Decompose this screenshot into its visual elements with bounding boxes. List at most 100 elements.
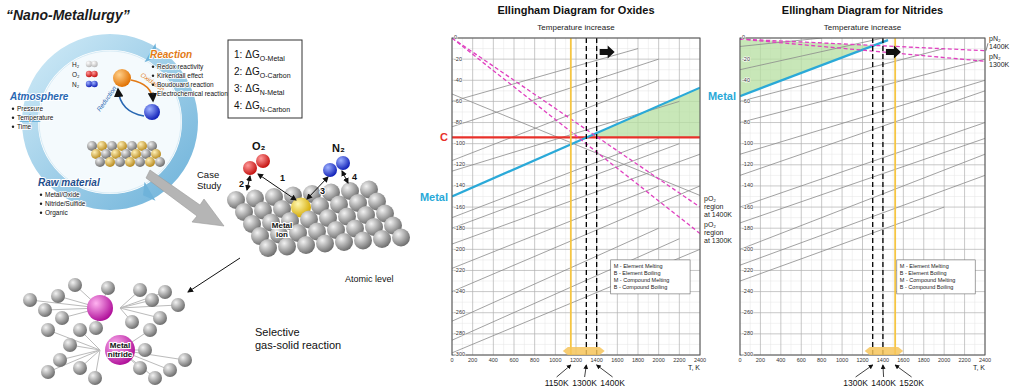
bullet: [152, 84, 154, 86]
cluster-atom: [125, 315, 139, 329]
lattice-atom: [373, 230, 391, 248]
x-tick-label: 400: [776, 357, 785, 363]
y-tick-label: -60: [742, 98, 750, 104]
cluster-atom: [73, 361, 87, 375]
cluster-atom: [148, 371, 162, 385]
series-line: [740, 39, 985, 51]
y-tick-label: -20: [454, 56, 462, 62]
diagram-title: “Nano-Metallurgy”: [6, 7, 130, 23]
gas-atom: [86, 81, 92, 87]
x-tick-label: 2400: [694, 357, 706, 363]
plot-frame: [740, 38, 985, 355]
gas-label: H₂: [72, 61, 80, 68]
grid-line: [452, 333, 700, 334]
text-line: region: [704, 203, 724, 211]
bullet: [152, 75, 154, 77]
surface-atom: [125, 157, 135, 167]
section-item: Kirkendall effect: [157, 72, 203, 79]
temperature-line: [894, 38, 896, 355]
o2-atom: [243, 161, 257, 175]
text-line: ion: [276, 230, 288, 239]
gas-atom: [91, 61, 97, 67]
term-number: 3:: [234, 83, 242, 94]
section-label: Raw material: [38, 177, 100, 188]
bullet: [40, 194, 42, 196]
grid-line: [944, 38, 945, 355]
grid-line: [821, 38, 822, 355]
section-item: Boudouard reaction: [157, 81, 214, 88]
bullet: [12, 108, 14, 110]
bullet: [152, 66, 154, 68]
series-label: C: [440, 131, 448, 143]
metal-nitride-label: Metalnitride: [108, 341, 133, 359]
term-subscript: N-Carbon: [260, 106, 290, 113]
cluster-atom: [53, 353, 67, 367]
note-box: [897, 260, 975, 294]
series-line: [740, 39, 985, 61]
grid-line: [452, 164, 700, 165]
grid-line: [740, 207, 985, 208]
section-item: Metal/Oxide: [45, 191, 80, 198]
grid-line: [452, 228, 700, 229]
x-tick-label: 200: [468, 357, 477, 363]
temperature-label: 1150K: [545, 378, 569, 388]
molecule-label: O₂: [252, 140, 266, 152]
x-tick-label: 1000: [549, 357, 561, 363]
grid-line: [514, 38, 515, 355]
note-text: M - Element Melting: [900, 263, 949, 269]
series-line: [452, 88, 700, 197]
x-tick-label: 1600: [897, 357, 909, 363]
grid-line: [842, 38, 843, 355]
text-line: 1400K: [989, 43, 1010, 50]
cluster-atom: [89, 321, 103, 335]
plot-frame: [452, 38, 700, 355]
path-number: 3: [320, 186, 325, 196]
y-tick-label: -200: [454, 246, 465, 252]
grid-line: [555, 38, 556, 355]
term-box: [228, 40, 302, 118]
label-pointer: [986, 43, 988, 50]
gas-atom: [86, 71, 92, 77]
y-tick-label: 0: [742, 34, 745, 40]
grid-line: [862, 38, 863, 355]
text-line: Metal: [272, 221, 292, 230]
energy-term: 3:ΔGN-Metal: [234, 83, 285, 96]
series-line: [740, 40, 888, 96]
cluster-atom: [178, 353, 192, 367]
cluster-atom: [153, 311, 167, 325]
text-line: Selective: [255, 326, 300, 338]
x-tick-label: 1400: [591, 357, 603, 363]
grid-line: [740, 122, 985, 123]
cluster-atom: [23, 293, 37, 307]
reference-line: [740, 154, 985, 249]
reference-line: [740, 123, 985, 208]
grid-line: [576, 38, 577, 355]
term-symbol: ΔG: [245, 49, 260, 60]
grid-line: [923, 38, 924, 355]
reference-line: [452, 154, 700, 244]
section-item: Pressure: [17, 105, 43, 112]
y-tick-label: -80: [454, 119, 462, 125]
term-subscript: N-Metal: [260, 89, 285, 96]
chart-subtitle: Temperature increase: [537, 23, 615, 32]
x-tick-label: 1200: [856, 357, 868, 363]
grid-line: [452, 80, 700, 81]
cluster-atom: [88, 371, 102, 385]
x-tick-label: 600: [797, 357, 806, 363]
y-tick-label: -240: [454, 288, 465, 294]
series-label: Metal: [708, 90, 736, 102]
text-line: gas-solid reaction: [255, 339, 341, 351]
x-tick-label: 2200: [673, 357, 685, 363]
chart: Ellingham Diagram for OxidesTemperature …: [420, 4, 732, 388]
gas-label: O₂: [72, 71, 80, 78]
y-tick-label: -260: [742, 309, 753, 315]
section-label: Reaction: [150, 49, 192, 60]
reaction-path: [258, 174, 296, 200]
bullet: [152, 93, 154, 95]
n2-atom: [323, 163, 337, 177]
chart-title: Ellingham Diagram for Nitrides: [782, 4, 943, 16]
grid-line: [617, 38, 618, 355]
y-tick-label: -160: [742, 204, 753, 210]
temperature-pointer: [585, 365, 587, 377]
series-line: [452, 38, 700, 207]
